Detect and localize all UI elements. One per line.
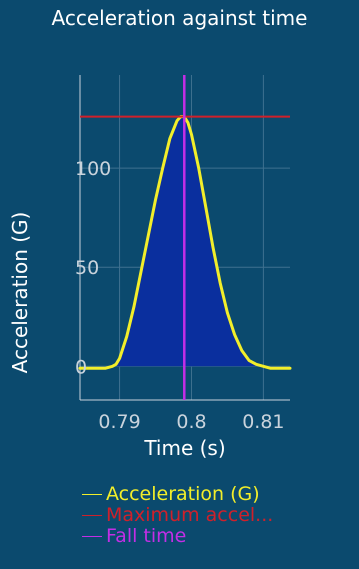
acceleration-area-fill [112,116,264,367]
chart-title: Acceleration against time [51,6,308,30]
y-tick-label-0: 0 [75,356,87,378]
y-tick-label-2: 100 [75,158,111,180]
legend-label-fall-time: Fall time [106,525,187,547]
legend-swatch-acceleration [82,494,102,495]
legend-item-maximum: Maximum accel... [82,505,352,526]
legend-label-maximum: Maximum accel... [106,504,274,526]
legend-label-acceleration: Acceleration (G) [106,483,260,505]
legend-swatch-fall-time [82,536,102,537]
x-tick-label-1: 0.8 [176,411,206,433]
chart-legend: Acceleration (G) Maximum accel... Fall t… [82,484,352,547]
y-axis-title: Acceleration (G) [8,212,32,374]
legend-item-acceleration: Acceleration (G) [82,484,352,505]
x-axis-title: Time (s) [143,436,225,460]
x-tick-label-0: 0.79 [98,411,140,433]
legend-item-fall-time: Fall time [82,526,352,547]
y-tick-label-1: 50 [75,257,99,279]
x-tick-label-2: 0.81 [242,411,284,433]
legend-swatch-maximum [82,515,102,516]
